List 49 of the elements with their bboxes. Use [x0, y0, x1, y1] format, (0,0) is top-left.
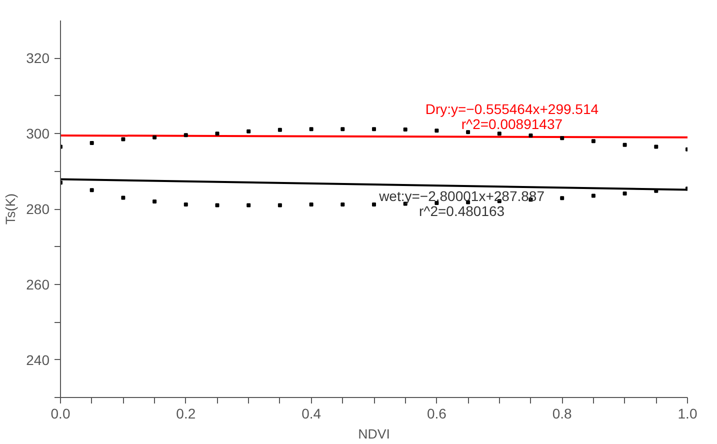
y-tick-label: 300	[26, 126, 50, 142]
annotation: r^2=0.480163	[418, 202, 505, 219]
point	[121, 137, 126, 142]
x-tick-label: 0.4	[302, 406, 322, 422]
x-tick-label: 0.8	[552, 406, 572, 422]
y-axis-title: Ts(K)	[3, 193, 18, 225]
point	[622, 142, 627, 147]
annotation: Dry:y=−0.555464x+299.514	[425, 100, 599, 117]
point	[434, 128, 439, 133]
point	[372, 202, 376, 206]
y-tick-label: 240	[26, 352, 50, 368]
point	[152, 135, 157, 140]
point	[622, 192, 627, 196]
x-axis-title: NDVI	[358, 426, 390, 442]
point	[215, 203, 220, 208]
point	[309, 127, 314, 132]
point	[591, 139, 596, 144]
point	[372, 127, 376, 132]
y-tick-label: 320	[26, 50, 50, 66]
y-tick-label: 280	[26, 201, 50, 217]
point	[403, 127, 408, 132]
point	[560, 136, 564, 140]
point	[560, 196, 564, 200]
point	[340, 127, 345, 132]
annotation: r^2=0.00891437	[461, 116, 563, 132]
point	[184, 133, 188, 138]
x-tick-label: 0.0	[50, 406, 70, 422]
point	[246, 129, 251, 134]
annotation: wet:y=−2.80001x+287.887	[378, 188, 545, 204]
x-tick-label: 1.0	[678, 406, 698, 422]
point	[309, 202, 314, 206]
point	[215, 132, 220, 136]
point	[246, 203, 251, 208]
point	[591, 194, 596, 198]
point	[90, 188, 94, 192]
x-tick-label: 0.2	[176, 406, 196, 422]
point	[278, 128, 282, 132]
point	[90, 141, 94, 146]
point	[152, 199, 157, 204]
point	[528, 133, 533, 138]
y-tick-label: 260	[26, 276, 50, 292]
point	[466, 130, 470, 134]
point	[184, 202, 188, 206]
x-tick-label: 0.6	[426, 406, 447, 422]
point	[654, 144, 658, 149]
point	[278, 203, 282, 208]
point	[497, 132, 502, 136]
point	[340, 202, 345, 206]
point	[121, 196, 126, 200]
